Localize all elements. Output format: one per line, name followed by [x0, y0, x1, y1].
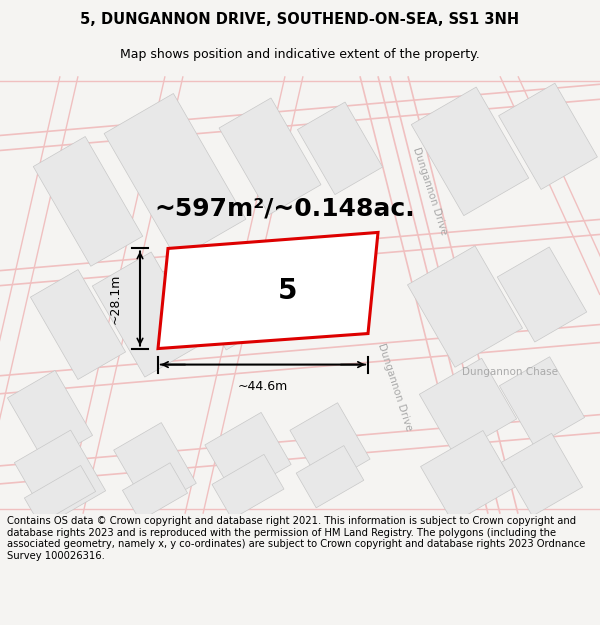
Polygon shape [104, 94, 246, 259]
Polygon shape [298, 102, 383, 194]
Polygon shape [14, 430, 106, 523]
Text: Dungannon Chase: Dungannon Chase [462, 367, 558, 377]
Text: 5: 5 [278, 277, 298, 305]
Polygon shape [296, 446, 364, 508]
Polygon shape [158, 232, 378, 349]
Polygon shape [113, 422, 196, 511]
Text: ~44.6m: ~44.6m [238, 380, 288, 393]
Text: 5, DUNGANNON DRIVE, SOUTHEND-ON-SEA, SS1 3NH: 5, DUNGANNON DRIVE, SOUTHEND-ON-SEA, SS1… [80, 11, 520, 26]
Polygon shape [502, 433, 583, 516]
Polygon shape [419, 358, 517, 455]
Polygon shape [7, 371, 92, 463]
Polygon shape [421, 431, 515, 523]
Polygon shape [499, 83, 598, 189]
Polygon shape [407, 246, 523, 368]
Polygon shape [499, 357, 584, 446]
Polygon shape [122, 462, 188, 521]
Text: Map shows position and indicative extent of the property.: Map shows position and indicative extent… [120, 48, 480, 61]
Text: Contains OS data © Crown copyright and database right 2021. This information is : Contains OS data © Crown copyright and d… [7, 516, 586, 561]
Polygon shape [290, 402, 370, 487]
Polygon shape [31, 269, 125, 379]
Text: ~597m²/~0.148ac.: ~597m²/~0.148ac. [155, 196, 415, 221]
Polygon shape [33, 136, 143, 266]
Polygon shape [205, 412, 291, 497]
Polygon shape [497, 247, 587, 342]
Polygon shape [212, 454, 284, 519]
Text: Dungannon Drive: Dungannon Drive [376, 341, 414, 432]
Polygon shape [411, 87, 529, 216]
Text: ~28.1m: ~28.1m [109, 273, 121, 324]
Text: Dungannon Drive: Dungannon Drive [411, 146, 449, 236]
Polygon shape [186, 253, 274, 350]
Polygon shape [25, 466, 95, 524]
Polygon shape [92, 252, 203, 377]
Polygon shape [219, 98, 321, 215]
